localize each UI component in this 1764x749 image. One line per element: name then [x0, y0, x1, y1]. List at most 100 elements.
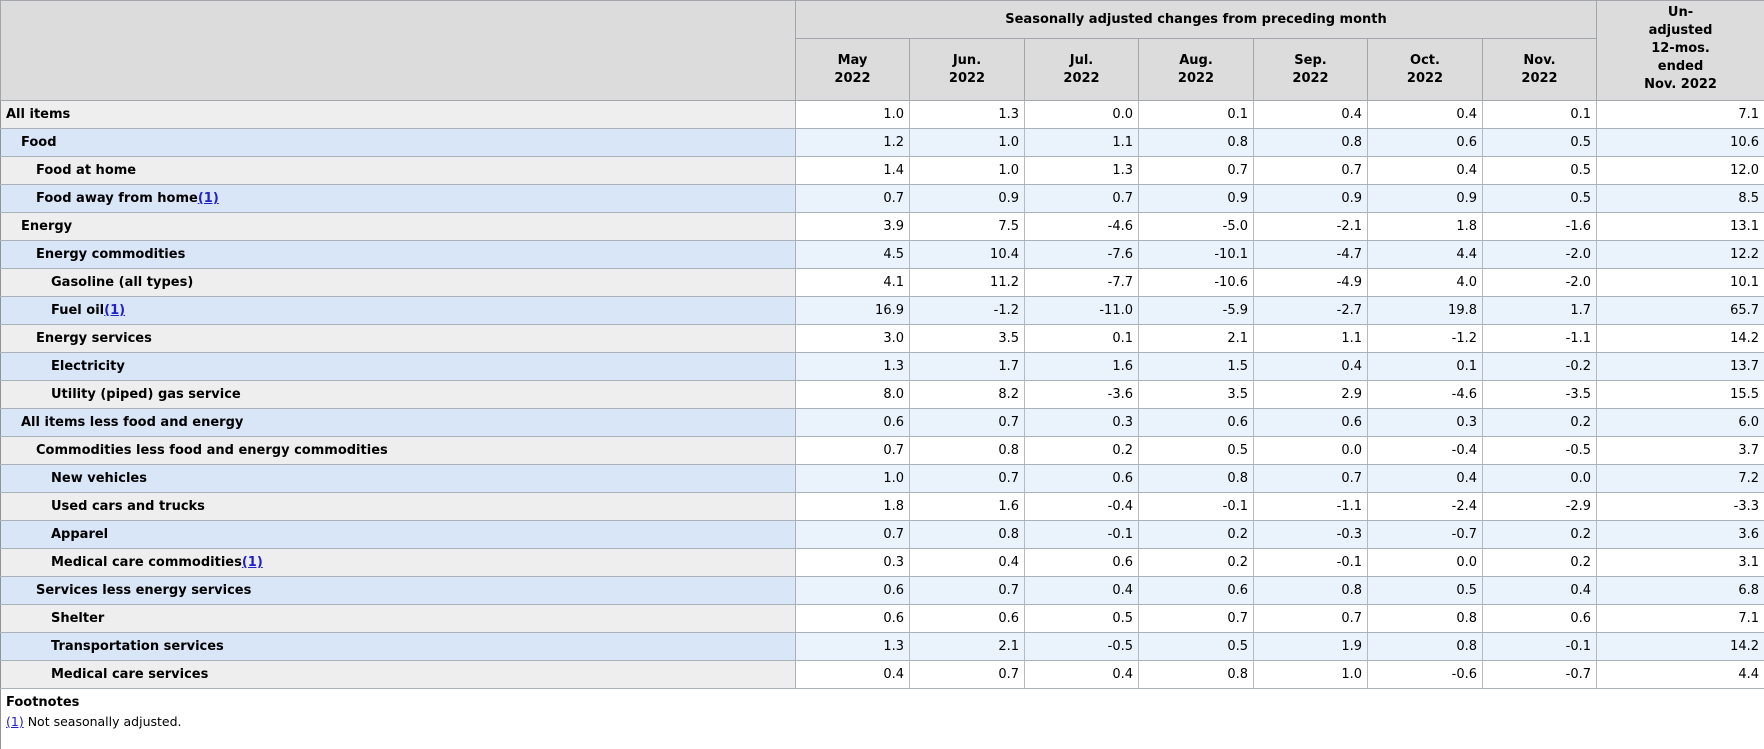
monthly-change-cell: 1.5	[1138, 352, 1254, 381]
monthly-change-cell: 7.5	[909, 212, 1025, 241]
monthly-change-cell: -7.6	[1024, 240, 1139, 269]
monthly-change-cell: 1.0	[795, 100, 910, 129]
monthly-change-cell: 0.3	[1367, 408, 1483, 437]
monthly-change-cell: 1.8	[1367, 212, 1483, 241]
monthly-change-cell: -0.5	[1024, 632, 1139, 661]
unadjusted-header-line: Nov. 2022	[1644, 77, 1717, 92]
monthly-change-cell: 0.7	[909, 576, 1025, 605]
monthly-change-cell: -0.3	[1253, 520, 1368, 549]
month-name: Jul.	[1069, 52, 1094, 68]
table-row: All items less food and energy 0.6 0.7 0.3 0…	[0, 408, 1764, 437]
row-label: Commodities less food and energy commodi…	[0, 436, 796, 465]
monthly-change-cell: -1.1	[1253, 492, 1368, 521]
row-label-text: Shelter	[51, 611, 105, 626]
monthly-change-cell: 3.0	[795, 324, 910, 353]
monthly-change-cell: -0.2	[1481, 352, 1598, 381]
monthly-change-cell: 0.2	[1024, 436, 1139, 465]
monthly-change-cell: 0.4	[1367, 156, 1483, 185]
row-label: Shelter	[0, 604, 796, 633]
unadjusted-12mo-cell: 13.7	[1596, 352, 1764, 381]
monthly-change-cell: 0.9	[1253, 184, 1368, 213]
monthly-change-cell: 0.5	[1138, 632, 1254, 661]
monthly-change-cell: -2.1	[1253, 212, 1368, 241]
unadjusted-12mo-cell: 10.1	[1596, 268, 1764, 297]
monthly-change-cell: 1.3	[795, 352, 910, 381]
table-row: Food away from home(1) 0.7 0.9 0.7 0.9 0.9 0.9…	[0, 184, 1764, 213]
footnote-text: Not seasonally adjusted.	[27, 714, 182, 729]
monthly-change-cell: 0.4	[1253, 100, 1368, 129]
monthly-change-cell: 0.2	[1481, 548, 1598, 577]
monthly-change-cell: 0.9	[1138, 184, 1254, 213]
monthly-change-cell: -2.0	[1481, 268, 1598, 297]
footnote-ref-link[interactable]: (1)	[104, 303, 126, 318]
monthly-change-cell: 0.6	[795, 408, 910, 437]
row-label-text: Utility (piped) gas service	[51, 387, 241, 402]
monthly-change-cell: 0.7	[1253, 464, 1368, 493]
unadjusted-header-line: ended	[1657, 59, 1704, 74]
unadjusted-12mo-cell: -3.3	[1596, 492, 1764, 521]
table-row: Fuel oil(1) 16.9 -1.2 -11.0 -5.9 -2.7 19.8 1.7 6…	[0, 296, 1764, 325]
monthly-change-cell: -3.6	[1024, 380, 1139, 409]
monthly-change-cell: -0.1	[1138, 492, 1254, 521]
unadjusted-12mo-cell: 65.7	[1596, 296, 1764, 325]
monthly-change-cell: 0.3	[1024, 408, 1139, 437]
monthly-change-cell: 3.5	[1138, 380, 1254, 409]
table-row: New vehicles 1.0 0.7 0.6 0.8 0.7 0.4 0.0 7.2	[0, 464, 1764, 493]
monthly-change-cell: 1.3	[909, 100, 1025, 129]
footnote-marker-link[interactable]: (1)	[6, 714, 24, 729]
monthly-change-cell: 0.5	[1481, 184, 1598, 213]
monthly-change-cell: 0.4	[1024, 660, 1139, 689]
month-name: Jun.	[952, 52, 982, 68]
table-row: Medical care services 0.4 0.7 0.4 0.8 1.0 -0.6…	[0, 660, 1764, 689]
month-column-header-oct: Oct. 2022	[1367, 38, 1483, 101]
monthly-change-cell: -1.6	[1481, 212, 1598, 241]
month-column-header-may: May 2022	[795, 38, 910, 101]
unadjusted-12mo-cell: 12.0	[1596, 156, 1764, 185]
month-year: 2022	[1292, 70, 1329, 86]
monthly-change-cell: 3.9	[795, 212, 910, 241]
monthly-change-cell: 0.4	[1024, 576, 1139, 605]
monthly-change-cell: 0.5	[1481, 156, 1598, 185]
monthly-change-cell: 0.7	[1138, 156, 1254, 185]
footnote-ref-link[interactable]: (1)	[241, 555, 263, 570]
monthly-change-cell: -4.6	[1024, 212, 1139, 241]
monthly-change-cell: 1.4	[795, 156, 910, 185]
row-label-text: All items less food and energy	[21, 415, 244, 430]
monthly-change-cell: -4.9	[1253, 268, 1368, 297]
table-row: Gasoline (all types) 4.1 11.2 -7.7 -10.6 -4.9…	[0, 268, 1764, 297]
monthly-change-cell: 4.4	[1367, 240, 1483, 269]
monthly-change-cell: 0.8	[1138, 660, 1254, 689]
monthly-change-cell: -3.5	[1481, 380, 1598, 409]
footnote-ref-link[interactable]: (1)	[197, 191, 219, 206]
unadjusted-12mo-cell: 6.8	[1596, 576, 1764, 605]
monthly-change-cell: 16.9	[795, 296, 910, 325]
monthly-change-cell: 1.1	[1024, 128, 1139, 157]
row-label-text: Food away from home	[36, 191, 198, 206]
monthly-change-cell: -0.7	[1367, 520, 1483, 549]
unadjusted-column-header: Un- adjusted 12-mos. ended Nov. 2022	[1596, 0, 1764, 101]
monthly-change-cell: 1.0	[909, 156, 1025, 185]
table-row: Energy commodities 4.5 10.4 -7.6 -10.1 -4.7 4.…	[0, 240, 1764, 269]
unadjusted-12mo-cell: 10.6	[1596, 128, 1764, 157]
month-name: Oct.	[1410, 52, 1440, 68]
footnotes-section: Footnotes (1) Not seasonally adjusted.	[0, 688, 1764, 749]
table-row: Energy services 3.0 3.5 0.1 2.1 1.1 -1.2 -1.1 14…	[0, 324, 1764, 353]
monthly-change-cell: 0.4	[1253, 352, 1368, 381]
monthly-change-cell: -1.2	[909, 296, 1025, 325]
row-label: Transportation services	[0, 632, 796, 661]
table-row: Services less energy services 0.6 0.7 0.4 0.…	[0, 576, 1764, 605]
monthly-change-cell: 1.3	[795, 632, 910, 661]
month-name: Aug.	[1179, 52, 1213, 68]
unadjusted-12mo-cell: 8.5	[1596, 184, 1764, 213]
monthly-change-cell: 0.2	[1481, 520, 1598, 549]
row-label-text: Apparel	[51, 527, 109, 542]
table-row: Medical care commodities(1) 0.3 0.4 0.6 0.2-…	[0, 548, 1764, 577]
monthly-change-cell: -0.1	[1253, 548, 1368, 577]
unadjusted-12mo-cell: 12.2	[1596, 240, 1764, 269]
table-row: Used cars and trucks 1.8 1.6 -0.4 -0.1 -1.1 -2…	[0, 492, 1764, 521]
monthly-change-cell: 0.9	[909, 184, 1025, 213]
monthly-change-cell: 0.8	[909, 436, 1025, 465]
row-label-text: Energy	[21, 219, 73, 234]
column-group-title: Seasonally adjusted changes from precedi…	[794, 0, 1598, 39]
unadjusted-12mo-cell: 13.1	[1596, 212, 1764, 241]
